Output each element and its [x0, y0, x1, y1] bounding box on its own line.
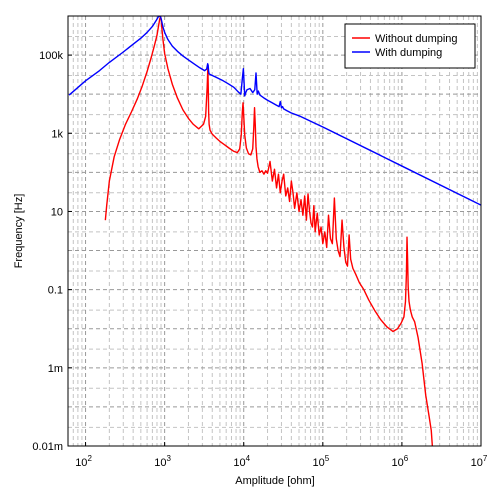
x-tick-label: 105 — [312, 454, 329, 469]
y-axis-title: Frequency [Hz] — [13, 194, 25, 269]
y-axis-ticks: 100k 1k 10 0.1 1m 0.01m — [32, 50, 72, 453]
x-tick-label: 103 — [154, 454, 171, 469]
y-tick-label: 1m — [48, 363, 63, 375]
legend-box — [344, 23, 476, 69]
grid-minor — [67, 16, 481, 446]
x-axis-title: Amplitude [ohm] — [235, 475, 314, 487]
legend-label: Without dumping — [375, 33, 458, 45]
x-tick-label: 107 — [471, 454, 488, 469]
y-tick-label: 0.01m — [32, 441, 63, 453]
x-tick-label: 104 — [233, 454, 250, 469]
series-line-with-dumping — [68, 16, 481, 206]
legend-label: With dumping — [375, 47, 442, 59]
y-tick-label: 100k — [39, 50, 63, 62]
legend: Without dumping With dumping — [344, 23, 476, 69]
x-tick-label: 106 — [392, 454, 409, 469]
series-line-without-dumping — [104, 16, 434, 446]
y-tick-label: 10 — [51, 206, 63, 218]
y-tick-label: 0.1 — [48, 285, 63, 297]
x-tick-label: 102 — [75, 454, 92, 469]
y-tick-label: 1k — [51, 128, 63, 140]
plot-area-frame — [67, 15, 482, 447]
series-layer — [68, 16, 481, 446]
x-axis-ticks: 102 103 104 105 106 107 — [75, 442, 488, 469]
